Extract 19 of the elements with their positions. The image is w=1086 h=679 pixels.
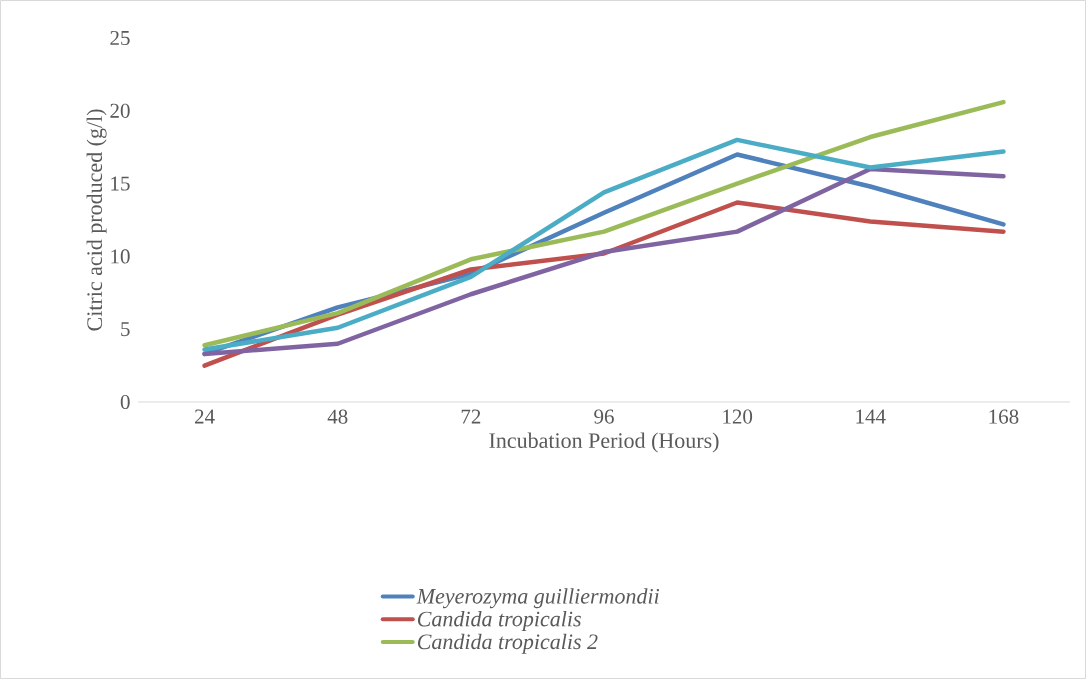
legend-label: Candida tropicalis 2 [417,633,598,654]
x-tick-label: 24 [195,409,215,424]
x-tick-label: 96 [594,409,614,424]
line-series [202,99,1006,348]
legend-label: Candida tropicalis [417,610,581,631]
x-tick-label: 168 [989,409,1019,424]
y-tick-label: 5 [121,322,130,337]
y-tick-label: 10 [111,249,130,264]
x-tick-label: 48 [327,409,348,424]
x-tick-label: 72 [461,409,481,424]
x-tick-label: 144 [856,409,886,424]
y-tick-label: 25 [110,30,130,46]
y-axis-title: Citric acid produced (g/l) [86,109,107,331]
y-tick-label: 0 [120,394,130,410]
y-tick-label: 15 [111,176,130,191]
y-tick-label: 20 [110,103,130,118]
x-tick-label: 120 [723,409,753,424]
x-axis-title: Incubation Period (Hours) [489,432,719,453]
legend-label: Meyerozyma guilliermondii [416,588,660,609]
